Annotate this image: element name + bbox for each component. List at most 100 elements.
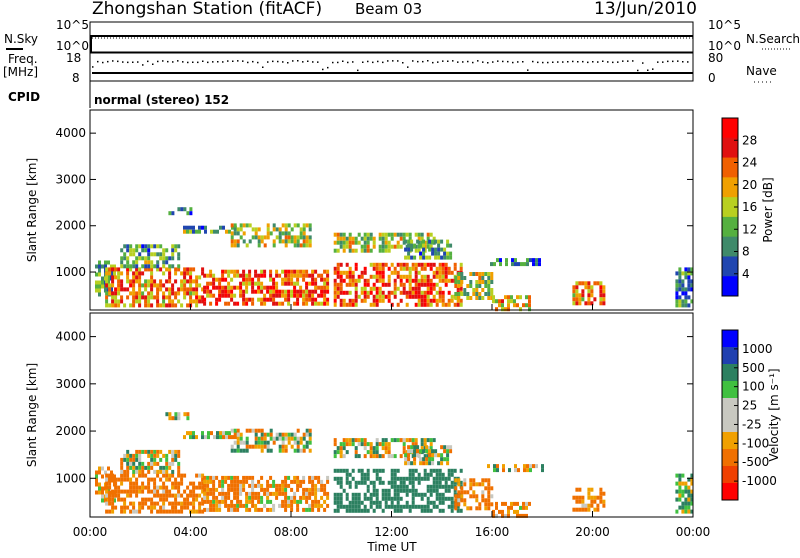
power-cell [260,281,264,286]
velocity-cell [351,442,355,447]
velocity-cell [684,501,688,506]
power-cell [399,290,403,295]
power-cell [141,291,145,296]
power-cell [290,227,294,232]
power-cell [438,286,442,291]
velocity-cell [177,416,181,421]
velocity-cell [596,495,600,500]
velocity-cell [201,435,204,440]
velocity-cell [162,493,166,498]
velocity-cell [201,477,205,482]
nave-dot [272,60,274,63]
power-cell [351,278,355,283]
nave-dot [352,61,354,63]
power-cell [257,285,261,290]
velocity-cell [171,416,175,421]
velocity-cell [156,509,160,514]
power-cell [381,266,385,271]
power-cell [417,270,421,275]
power-cell [302,269,306,274]
velocity-cell [299,448,303,453]
velocity-cell [296,440,300,445]
power-cell [206,281,210,286]
velocity-cell [390,484,394,489]
velocity-cell [596,503,600,508]
velocity-colorbar-label: 25 [742,399,757,413]
power-cell [242,289,246,294]
velocity-cell [342,446,346,451]
velocity-cell [177,485,181,490]
power-cell [251,227,255,232]
power-colorbar-label: 8 [742,245,750,259]
power-cell [239,223,243,228]
velocity-cell [578,495,582,500]
velocity-cell [336,476,340,481]
power-cell [212,285,216,290]
velocity-cell [457,478,461,483]
velocity-cell [453,480,457,485]
velocity-cell [236,499,240,504]
velocity-cell [135,469,139,474]
power-cell [532,258,535,263]
power-cell [387,282,391,287]
velocity-cell [420,446,424,451]
nave-dot [417,60,419,63]
power-cell [180,271,184,276]
velocity-cell [95,490,98,495]
velocity-cell [111,505,115,510]
velocity-cell [431,453,435,458]
velocity-cell [487,482,491,487]
velocity-cell [590,495,594,500]
power-cell [150,295,154,300]
power-cell [156,264,160,269]
power-cell [257,243,261,248]
velocity-cell [171,509,175,514]
velocity-cell [317,487,321,492]
velocity-cell [251,475,255,480]
velocity-cell [108,477,112,482]
power-cell [444,302,448,307]
velocity-cell [141,485,145,490]
velocity-cell [123,501,127,506]
power-cell [429,244,433,249]
velocity-cell [183,505,187,510]
power-y-label: Slant Range [km] [25,158,39,262]
velocity-cell [381,480,385,485]
velocity-cell [413,449,417,454]
power-cell [678,295,682,300]
velocity-cell [195,485,199,490]
velocity-cell [393,504,397,509]
velocity-cell [239,436,243,441]
power-cell [333,290,337,295]
velocity-cell [399,484,403,489]
velocity-cell [114,481,118,486]
velocity-cell [248,428,252,433]
velocity-cell [260,448,264,453]
power-cell [414,286,418,291]
velocity-cell [242,483,246,488]
power-cell [284,289,288,294]
velocity-cell [260,475,264,480]
power-cell [423,240,427,245]
power-cell [189,283,193,288]
velocity-cell [287,483,291,488]
power-cell [323,285,327,290]
velocity-cell [266,479,270,484]
velocity-cell [390,476,394,481]
power-cell [245,285,249,290]
power-cell [120,271,124,276]
velocity-cell [407,453,411,458]
power-cell [107,280,110,285]
power-cell [266,235,270,240]
power-cell [366,244,370,249]
power-cell [272,281,276,286]
velocity-cell [162,465,166,470]
power-cell [435,270,439,275]
power-cell [117,291,121,296]
power-cell [326,269,330,274]
power-cell [114,275,118,280]
velocity-cell [390,496,394,501]
velocity-cell [369,446,373,451]
nave-tick-bottom: 0 [708,71,716,85]
velocity-cell [230,475,234,480]
